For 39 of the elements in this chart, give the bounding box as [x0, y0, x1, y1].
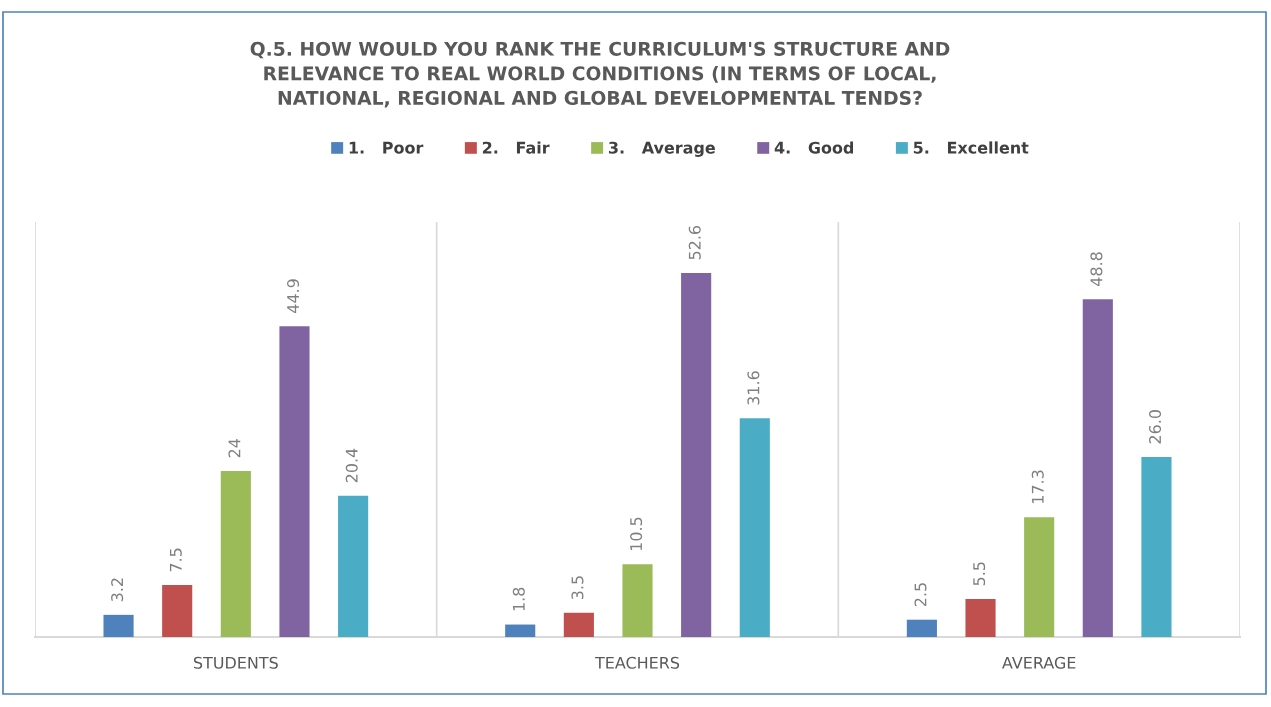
x-tick-label: STUDENTS: [193, 656, 278, 669]
data-label: 10.5: [630, 517, 643, 551]
legend-label: 3. Average: [608, 141, 715, 157]
legend-label: 2. Fair: [482, 141, 550, 154]
bar: [220, 470, 251, 637]
bar: [563, 612, 594, 637]
data-label: 7.5: [169, 548, 182, 572]
bar: [338, 495, 369, 637]
data-label: 26.0: [1149, 410, 1162, 444]
data-label: 17.3: [1031, 470, 1044, 504]
bar: [162, 585, 193, 637]
data-label: 3.2: [111, 578, 124, 602]
legend-label: 4. Good: [774, 141, 854, 154]
legend-label: 5. Excellent: [913, 141, 1029, 154]
bar: [1141, 457, 1172, 637]
bar: [103, 614, 134, 637]
bar: [681, 272, 712, 637]
bar: [1024, 517, 1055, 637]
data-label: 2.5: [914, 583, 927, 607]
legend-label: 1. Poor: [349, 141, 424, 154]
bar: [279, 326, 310, 637]
bar: [505, 624, 536, 637]
data-label: 20.4: [345, 448, 358, 483]
bar: [622, 564, 653, 637]
data-label: 31.6: [747, 371, 760, 405]
data-label: 44.9: [287, 279, 300, 313]
data-label: 52.6: [688, 225, 701, 260]
data-label: 3.5: [571, 576, 584, 600]
chart-title: Q.5. HOW WOULD YOU RANK THE CURRICULUM'S STRUCTURE AND RELEVANCE TO REAL WORLD CONDITIONS (IN TERMS OF LOCAL, NATIONAL, REGIONAL AND GLOBAL DEVELOPMENTAL TENDS?: [250, 41, 950, 108]
data-label: 1.8: [512, 587, 525, 611]
bar: [965, 598, 996, 637]
bar: [1082, 299, 1113, 637]
x-tick-label: AVERAGE: [1002, 656, 1076, 669]
data-label: 48.8: [1090, 252, 1103, 286]
bar: [739, 418, 770, 637]
bar: [906, 619, 937, 637]
data-label: 5.5: [973, 562, 986, 586]
data-label: 24: [228, 438, 241, 458]
x-tick-label: TEACHERS: [594, 656, 680, 669]
